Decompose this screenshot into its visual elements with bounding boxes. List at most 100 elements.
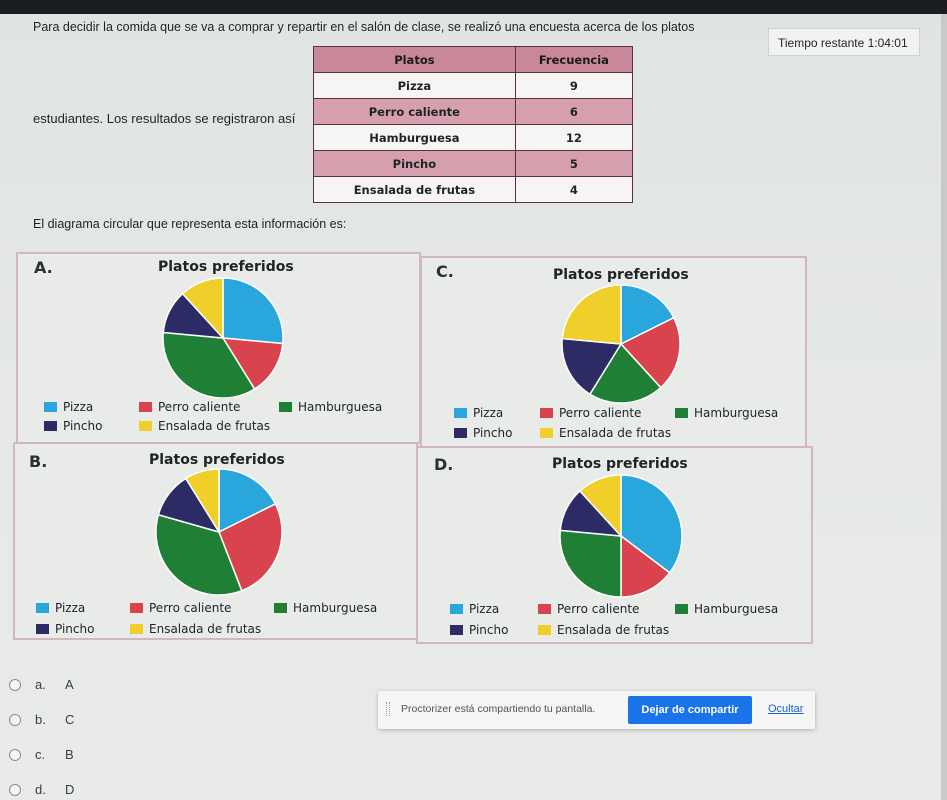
legend-item-pizza: Pizza <box>44 400 93 414</box>
legend-label-perro: Perro caliente <box>158 400 241 414</box>
legend-swatch-ensalada <box>538 625 551 635</box>
legend-item-pizza: Pizza <box>36 601 85 615</box>
legend-item-perro: Perro caliente <box>540 406 641 420</box>
legend-swatch-pincho <box>454 428 467 438</box>
pie-slice-pizza <box>620 284 675 346</box>
legend-item-pizza: Pizza <box>454 406 503 420</box>
legend-swatch-hamburguesa <box>274 603 287 613</box>
legend-label-perro: Perro caliente <box>559 406 642 420</box>
pie-chart-d <box>559 474 683 598</box>
legend-item-ensalada: Ensalada de frutas <box>540 426 671 440</box>
legend-item-pincho: Pincho <box>36 622 94 636</box>
table-row: Ensalada de frutas 4 <box>313 176 634 203</box>
legend-label-ensalada: Ensalada de frutas <box>557 623 670 637</box>
time-remaining: Tiempo restante 1:04:01 <box>768 28 920 56</box>
chart-panel-a: A. Platos preferidos Pizza Perro calient… <box>16 252 421 444</box>
panel-letter: C. <box>436 262 454 281</box>
table-row: Pincho 5 <box>313 150 634 177</box>
radio-button[interactable] <box>9 713 21 726</box>
table-cell-dish: Perro caliente <box>313 98 516 125</box>
option-a[interactable]: a. A <box>9 677 74 692</box>
legend-swatch-perro <box>540 408 553 418</box>
table-cell-dish: Hamburguesa <box>313 124 516 151</box>
pie-slice-perro <box>221 337 284 391</box>
legend-swatch-ensalada <box>139 421 152 431</box>
legend-label-pincho: Pincho <box>63 419 103 433</box>
question-text-line-2: estudiantes. Los resultados se registrar… <box>33 111 296 126</box>
pie-slice-perro <box>620 534 671 598</box>
legend-label-pincho: Pincho <box>469 623 509 637</box>
legend-item-pincho: Pincho <box>454 426 512 440</box>
legend-label-ensalada: Ensalada de frutas <box>158 419 271 433</box>
legend-swatch-perro <box>139 402 152 412</box>
legend-swatch-pincho <box>450 625 463 635</box>
legend-swatch-ensalada <box>540 428 553 438</box>
pie-chart-a <box>162 277 284 398</box>
option-text: A <box>65 677 74 692</box>
legend-label-pizza: Pizza <box>63 400 94 414</box>
time-remaining-value: 1:04:01 <box>867 36 908 50</box>
option-c[interactable]: c. B <box>9 747 74 762</box>
option-letter: a. <box>35 677 46 692</box>
pie-slice-perro <box>218 502 283 592</box>
legend-item-hamburguesa: Hamburguesa <box>274 601 377 615</box>
legend-swatch-hamburguesa <box>675 408 688 418</box>
radio-button[interactable] <box>9 678 21 691</box>
legend-item-pincho: Pincho <box>450 623 508 637</box>
table-header-dish: Platos <box>313 46 516 73</box>
legend-label-pincho: Pincho <box>55 622 95 636</box>
table-cell-frequency: 12 <box>514 124 634 151</box>
legend-item-ensalada: Ensalada de frutas <box>130 622 261 636</box>
table-row: Pizza 9 <box>313 72 634 99</box>
legend-item-perro: Perro caliente <box>139 400 240 414</box>
option-b[interactable]: b. C <box>9 712 74 727</box>
legend-swatch-hamburguesa <box>279 402 292 412</box>
legend-label-pizza: Pizza <box>469 602 500 616</box>
legend-label-pizza: Pizza <box>55 601 86 615</box>
chart-panel-d: D. Platos preferidos Pizza Perro calient… <box>416 446 813 644</box>
legend-label-perro: Perro caliente <box>149 601 232 615</box>
chart-title: Platos preferidos <box>149 452 285 468</box>
option-letter: d. <box>35 782 46 797</box>
legend-label-hamburguesa: Hamburguesa <box>694 406 779 420</box>
chart-panel-b: B. Platos preferidos Pizza Perro calient… <box>13 442 418 640</box>
table-cell-frequency: 4 <box>514 176 634 203</box>
option-d[interactable]: d. D <box>9 782 74 797</box>
pie-slice-pizza <box>218 468 277 534</box>
pie-slice-ensalada <box>561 284 622 345</box>
legend-swatch-pincho <box>36 624 49 634</box>
frequency-table: Platos Frecuencia Pizza 9 Perro caliente… <box>313 46 634 203</box>
table-header-frequency: Frecuencia <box>514 46 634 73</box>
pie-slice-perro <box>619 316 681 389</box>
hide-link[interactable]: Ocultar <box>768 703 804 715</box>
radio-button[interactable] <box>9 783 21 796</box>
stop-sharing-button[interactable]: Dejar de compartir <box>628 696 752 724</box>
time-remaining-label: Tiempo restante <box>778 36 865 50</box>
option-text: C <box>65 712 75 727</box>
legend-swatch-pincho <box>44 421 57 431</box>
table-row: Hamburguesa 12 <box>313 124 634 151</box>
pie-slice-hamburguesa <box>588 342 662 404</box>
legend-item-hamburguesa: Hamburguesa <box>675 406 778 420</box>
legend-item-pizza: Pizza <box>450 602 499 616</box>
question-text-line-3: El diagrama circular que representa esta… <box>33 217 347 231</box>
legend-item-ensalada: Ensalada de frutas <box>538 623 669 637</box>
screen-share-bar: Proctorizer está compartiendo tu pantall… <box>378 691 815 729</box>
radio-button[interactable] <box>9 748 21 761</box>
legend-label-hamburguesa: Hamburguesa <box>293 601 378 615</box>
drag-handle-icon[interactable] <box>386 702 390 716</box>
legend-swatch-perro <box>130 603 143 613</box>
legend-label-ensalada: Ensalada de frutas <box>559 426 672 440</box>
legend-label-hamburguesa: Hamburguesa <box>298 400 383 414</box>
pie-slice-hamburguesa <box>155 513 243 596</box>
scrollbar-track[interactable] <box>941 14 947 800</box>
pie-slice-pincho <box>561 337 623 396</box>
legend-label-pizza: Pizza <box>473 406 504 420</box>
panel-letter: B. <box>29 452 48 471</box>
option-text: D <box>65 782 75 797</box>
legend-label-hamburguesa: Hamburguesa <box>694 602 779 616</box>
table-cell-frequency: 6 <box>514 98 634 125</box>
table-cell-dish: Pizza <box>313 72 516 99</box>
pie-slice-ensalada <box>184 468 220 535</box>
legend-item-pincho: Pincho <box>44 419 102 433</box>
